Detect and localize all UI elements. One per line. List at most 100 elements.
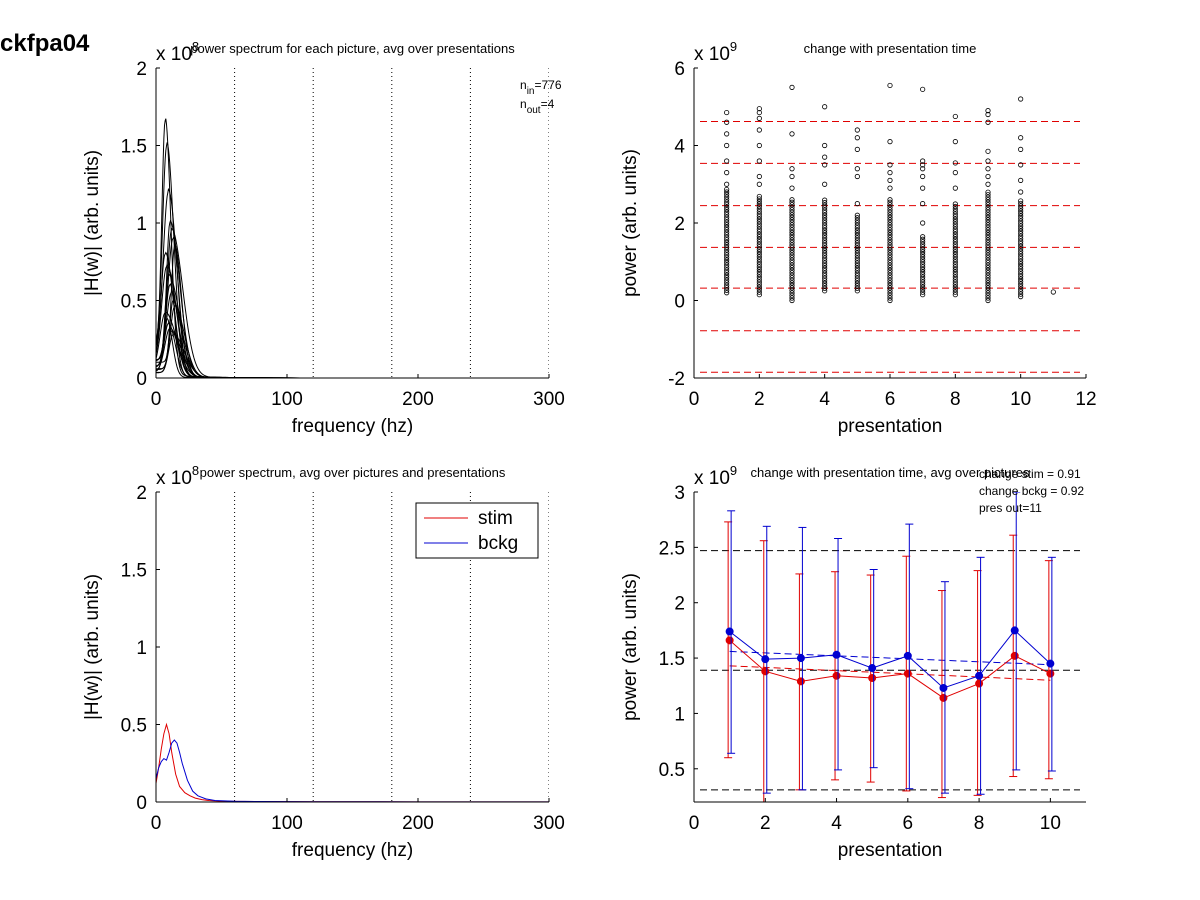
data-point — [985, 270, 991, 276]
data-point — [985, 282, 991, 288]
data-point — [724, 254, 730, 261]
data-point — [756, 256, 762, 263]
data-point — [854, 280, 860, 286]
data-point — [952, 276, 958, 283]
data-point — [854, 265, 860, 271]
data-point — [985, 252, 991, 258]
data-point — [854, 201, 860, 207]
series-marker-bckg — [761, 655, 770, 664]
data-point — [887, 237, 893, 243]
data-point — [887, 295, 893, 301]
data-point — [920, 282, 926, 288]
data-point — [822, 275, 828, 281]
data-point — [1018, 294, 1024, 300]
data-point — [887, 209, 893, 215]
data-point — [952, 201, 958, 207]
spectrum-line — [156, 282, 549, 378]
data-point — [789, 173, 795, 180]
data-point — [822, 210, 828, 216]
data-point — [724, 189, 730, 195]
data-point — [822, 205, 828, 211]
data-point — [724, 285, 730, 291]
data-point — [887, 250, 893, 256]
x-tick-label: 10 — [1010, 389, 1031, 410]
y-axis-label: power (arb. units) — [620, 149, 641, 297]
data-point — [789, 227, 795, 233]
data-point — [756, 244, 762, 250]
fit-line — [729, 665, 1051, 681]
data-point — [789, 212, 795, 218]
data-point — [1018, 177, 1024, 183]
data-point — [985, 148, 991, 154]
data-point — [985, 257, 991, 263]
data-point — [1018, 213, 1024, 219]
y-tick-label: -2 — [668, 369, 685, 390]
data-point — [854, 146, 860, 152]
data-point — [985, 272, 991, 278]
x-tick-label: 8 — [950, 389, 961, 410]
data-point — [854, 227, 860, 233]
data-point — [724, 196, 730, 203]
y-tick-label: 1.5 — [121, 137, 147, 158]
data-point — [822, 207, 828, 213]
data-point — [952, 211, 958, 217]
y-tick-label: 1 — [136, 638, 147, 659]
data-point — [822, 285, 828, 291]
data-point — [854, 270, 860, 276]
data-point — [756, 127, 762, 133]
data-point — [822, 162, 828, 168]
data-point — [887, 82, 893, 89]
data-point — [985, 108, 991, 114]
data-point — [985, 290, 991, 296]
data-point — [789, 260, 795, 266]
data-point — [724, 201, 730, 208]
data-point — [724, 131, 730, 137]
data-point — [887, 222, 893, 228]
data-point — [789, 84, 795, 90]
series-line-stim — [156, 722, 549, 802]
data-point — [952, 261, 958, 268]
data-point — [920, 264, 926, 270]
data-point — [920, 269, 926, 275]
spectrum-line — [156, 227, 549, 378]
data-point — [887, 245, 893, 251]
data-point — [724, 257, 730, 263]
data-point — [789, 224, 795, 231]
data-point — [822, 227, 828, 233]
data-point — [952, 185, 958, 191]
data-point — [920, 86, 926, 92]
data-point — [952, 234, 958, 240]
x-tick-label: 12 — [1075, 389, 1096, 410]
data-point — [822, 225, 828, 231]
data-point — [1018, 203, 1024, 209]
data-point — [724, 199, 730, 205]
data-point — [985, 297, 991, 304]
data-point — [1018, 276, 1024, 282]
x-tick-label: 2 — [760, 813, 771, 834]
chart-title: power spectrum, avg over pictures and pr… — [200, 465, 506, 480]
data-point — [887, 229, 893, 236]
chart-title: power spectrum for each picture, avg ove… — [190, 41, 515, 56]
data-point — [822, 142, 828, 149]
data-point — [920, 254, 926, 260]
series-marker-stim — [975, 679, 984, 688]
data-point — [1018, 266, 1024, 272]
data-point — [854, 245, 860, 251]
data-point — [1018, 218, 1024, 224]
data-point — [952, 249, 958, 255]
change-annotation: pres out=11 — [979, 501, 1042, 515]
data-point — [985, 242, 991, 248]
data-point — [985, 247, 991, 253]
data-point — [854, 212, 860, 218]
data-point — [952, 208, 958, 215]
x-tick-label: 0 — [151, 813, 162, 834]
spectrum-line — [156, 273, 549, 378]
data-point — [756, 276, 762, 283]
x-axis-label: frequency (hz) — [292, 840, 413, 861]
data-point — [822, 200, 828, 206]
y-tick-label: 2 — [136, 483, 147, 504]
data-point — [920, 241, 926, 247]
data-point — [985, 224, 991, 231]
